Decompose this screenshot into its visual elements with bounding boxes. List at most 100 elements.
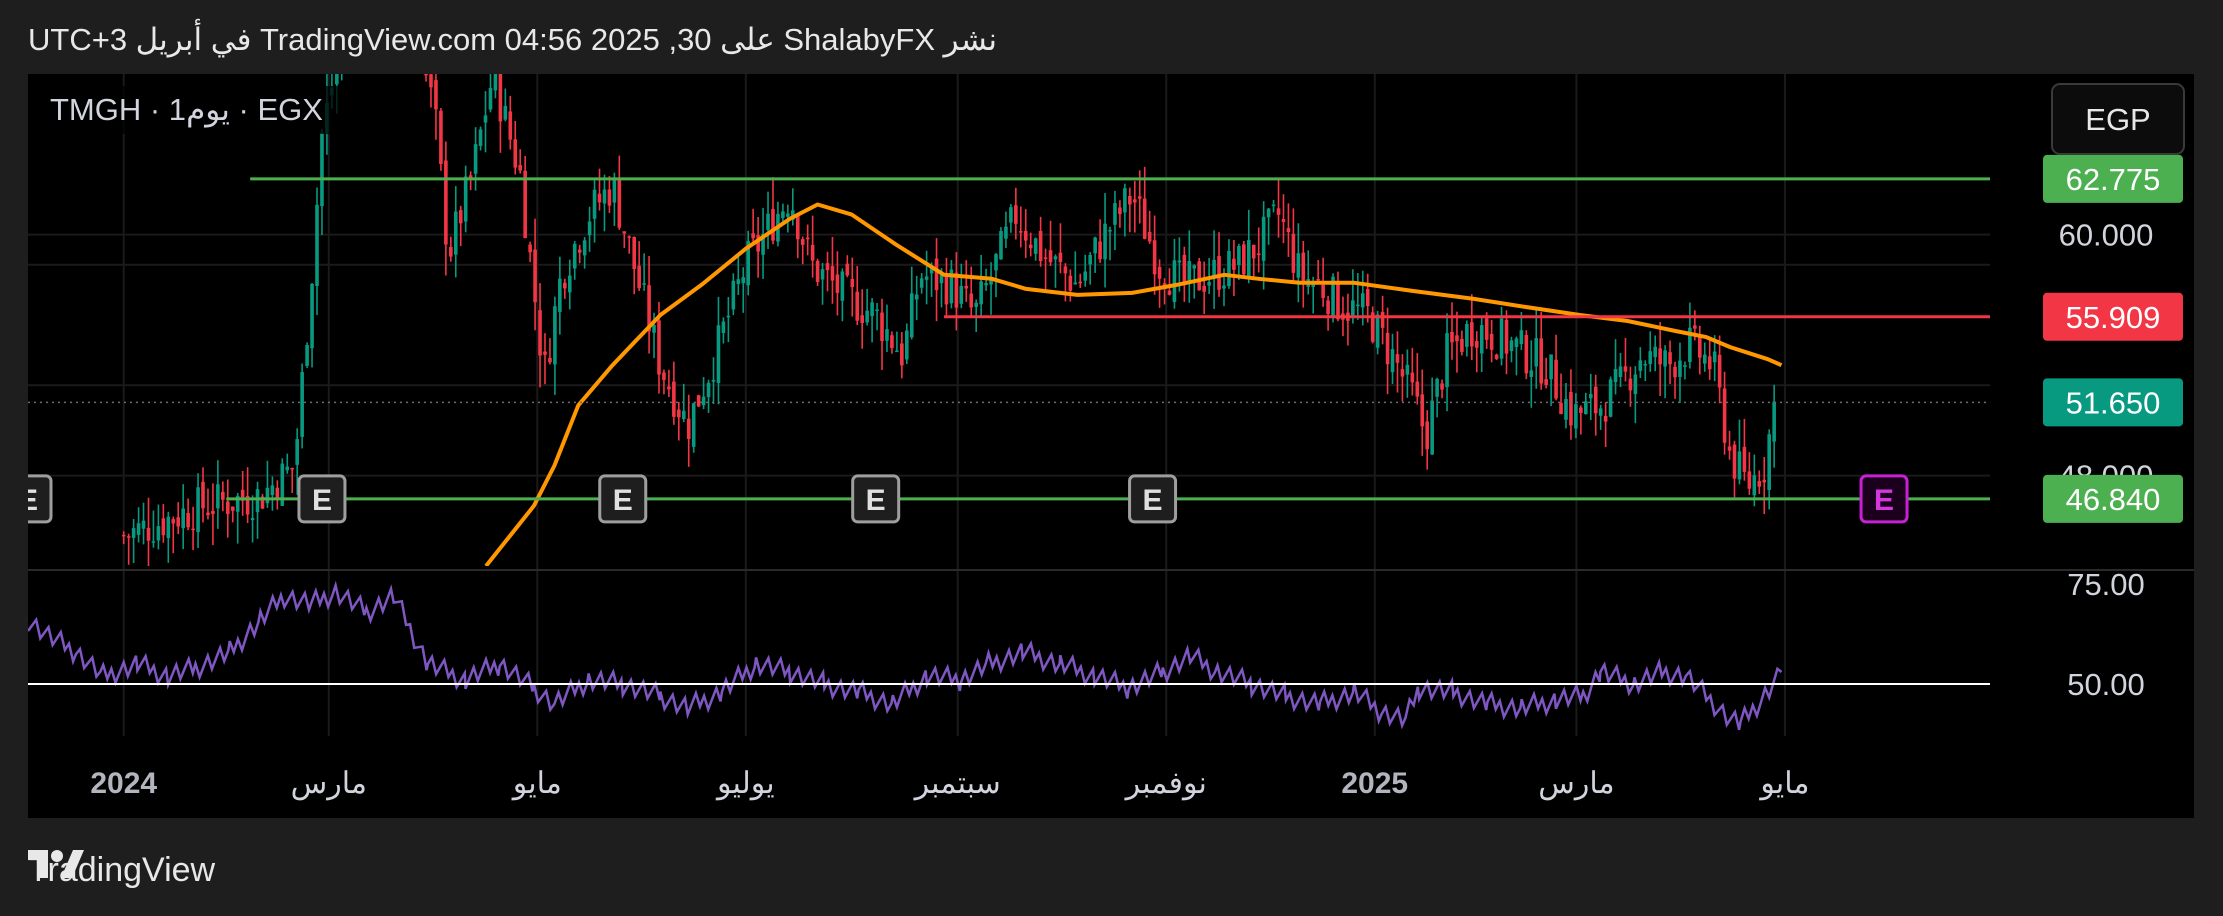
candle-body-0 <box>121 534 126 537</box>
candle-body-95 <box>592 189 597 219</box>
candle-body-164 <box>934 258 939 291</box>
earnings-marker-3 <box>851 474 901 524</box>
candle-body-107 <box>652 325 656 333</box>
tradingview-branding[interactable]: TradingView <box>28 848 215 892</box>
candle-body-118 <box>706 382 711 398</box>
candle-body-284 <box>1529 370 1534 377</box>
candle-body-40 <box>320 133 324 207</box>
candle-body-262 <box>1420 394 1425 427</box>
candle-body-129 <box>761 233 765 255</box>
candle-body-294 <box>1579 407 1583 414</box>
candle-body-235 <box>1286 228 1291 232</box>
candle-body-145 <box>840 271 845 301</box>
candle-body-4 <box>141 520 146 529</box>
candle-body-144 <box>835 274 840 293</box>
candle-body-140 <box>815 260 820 282</box>
chart-container[interactable]: EEEEEE60.00048.00062.77555.90951.65046.8… <box>28 74 2194 818</box>
candle-body-331 <box>1762 479 1767 483</box>
candle-body-31 <box>275 487 280 501</box>
candle-body-318 <box>1698 334 1702 358</box>
candle-body-70 <box>468 175 473 178</box>
candle-body-241 <box>1316 278 1320 281</box>
candle-body-94 <box>587 221 592 236</box>
candle-body-18 <box>211 510 215 515</box>
candle-body-188 <box>1053 256 1058 260</box>
currency-button-label[interactable]: EGP <box>2085 102 2150 137</box>
candle-body-131 <box>771 209 775 241</box>
candle-body-231 <box>1266 208 1271 218</box>
candle-body-222 <box>1222 285 1226 289</box>
candle-body-77 <box>503 105 508 120</box>
candle-body-209 <box>1157 266 1162 279</box>
candle-body-176 <box>994 254 998 271</box>
candle-body-194 <box>1083 271 1088 281</box>
candle-body-217 <box>1197 261 1202 291</box>
candle-body-232 <box>1271 204 1276 207</box>
candle-body-34 <box>290 467 295 470</box>
candle-body-224 <box>1232 258 1236 270</box>
candle-body-272 <box>1470 322 1474 347</box>
candle-body-327 <box>1742 446 1747 472</box>
candle-body-263 <box>1425 421 1430 450</box>
earnings-marker-label-1: E <box>312 484 332 517</box>
candle-body-21 <box>225 501 230 514</box>
candle-body-12 <box>181 508 185 529</box>
candle-body-158 <box>904 330 909 360</box>
candle-body-313 <box>1673 366 1677 378</box>
candle-body-163 <box>929 265 934 274</box>
candle-body-203 <box>1128 195 1132 205</box>
candle-body-238 <box>1301 252 1306 281</box>
candle-body-143 <box>830 266 835 281</box>
candle-body-329 <box>1752 475 1757 496</box>
candle-body-249 <box>1356 304 1360 307</box>
candle-body-187 <box>1048 250 1053 263</box>
candle-body-283 <box>1524 335 1529 374</box>
candle-body-126 <box>746 240 750 286</box>
candle-body-252 <box>1370 312 1375 342</box>
candle-body-62 <box>429 74 433 88</box>
candle-body-211 <box>1167 290 1172 295</box>
candle-body-323 <box>1722 388 1727 443</box>
candle-body-302 <box>1618 366 1623 378</box>
candle-body-280 <box>1509 340 1514 352</box>
candle-body-103 <box>632 236 637 269</box>
candle-body-102 <box>627 236 632 238</box>
candle-body-298 <box>1598 408 1603 416</box>
candle-body-257 <box>1395 354 1400 363</box>
candle-body-122 <box>726 315 731 318</box>
candle-body-2 <box>131 528 136 538</box>
price-label-box-2 <box>2043 378 2183 427</box>
candle-body-11 <box>176 517 181 527</box>
price-label-1: 55.909 <box>2066 300 2161 335</box>
candle-body-68 <box>458 210 463 224</box>
candle-body-162 <box>924 276 929 280</box>
candle-body-258 <box>1400 369 1405 377</box>
candle-body-28 <box>260 496 265 509</box>
candle-body-333 <box>1772 401 1776 442</box>
candle-body-206 <box>1142 198 1147 239</box>
candle-body-10 <box>171 519 176 524</box>
candle-body-20 <box>221 491 225 500</box>
candle-body-261 <box>1415 381 1420 397</box>
candle-body-251 <box>1365 289 1370 307</box>
price-label-2: 51.650 <box>2066 385 2161 420</box>
candle-body-121 <box>721 321 726 334</box>
candle-body-248 <box>1351 300 1355 316</box>
candle-body-266 <box>1440 383 1444 390</box>
rsi-line <box>28 580 1783 731</box>
candle-body-322 <box>1717 354 1722 388</box>
candle-body-216 <box>1192 265 1197 269</box>
candle-body-234 <box>1281 219 1286 222</box>
candle-body-81 <box>523 170 527 239</box>
candle-body-159 <box>909 293 914 338</box>
candle-body-199 <box>1108 229 1112 232</box>
price-label-3: 46.840 <box>2066 482 2161 517</box>
candle-body-267 <box>1445 333 1449 388</box>
price-chart[interactable]: EEEEEE60.00048.00062.77555.90951.65046.8… <box>28 74 2194 818</box>
candle-body-169 <box>959 285 964 304</box>
candle-body-17 <box>206 512 210 516</box>
candle-body-197 <box>1098 241 1102 260</box>
candle-body-215 <box>1187 260 1192 285</box>
candle-body-319 <box>1702 354 1707 364</box>
candle-body-141 <box>820 269 825 280</box>
